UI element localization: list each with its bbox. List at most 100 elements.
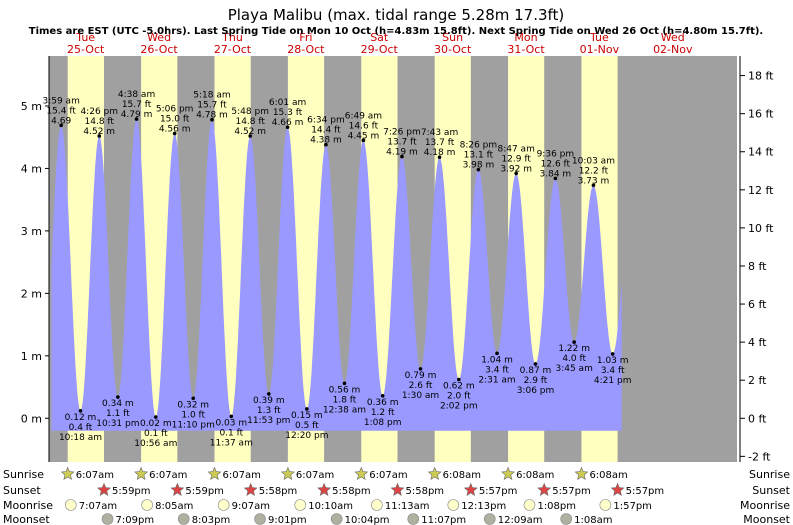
high-tide-meters: 4.18 m [424,148,456,158]
high-tide-time: 10:03 am [572,156,615,166]
high-tide-meters: 4.78 m [196,111,228,121]
low-tide-point [78,408,83,413]
moonset-time: 7:09pm [116,515,155,525]
sunrise-icon [134,466,149,480]
high-tide-feet: 15.3 ft [273,108,303,118]
moonset-icon [177,513,190,525]
low-tide-time: 2:02 pm [440,402,478,412]
low-tide-time: 4:21 pm [594,376,632,386]
moonset-icon [560,513,572,525]
sunrise-icon [280,466,295,480]
low-tide-point [533,362,538,366]
sunset-time: 5:58pm [405,486,444,497]
low-tide-point [418,367,423,371]
low-tide-feet: 0.4 ft [69,423,93,433]
high-tide-time: 7:43 am [421,128,458,138]
low-tide-meters: 0.36 m [367,398,399,408]
low-tide-meters: 0.87 m [520,366,552,376]
right-tick-label: 0 ft [748,412,767,425]
sunset-time: 5:59pm [185,486,224,497]
moonset-icon [330,513,343,525]
sunset-row-label-right: Sunset [752,484,790,497]
left-tick-label: 3 m [21,225,42,238]
high-tide-time: 4:38 am [118,90,155,100]
low-tide-time: 2:31 am [478,375,515,385]
moonrise-icon [599,499,612,511]
high-tide-point [591,183,596,188]
high-tide-feet: 13.1 ft [464,151,494,161]
low-tide-meters: 0.32 m [177,400,209,410]
day-date: 27-Oct [214,43,252,56]
low-tide-meters: 1.22 m [558,344,590,354]
sunset-time: 5:57pm [479,486,518,497]
sunset-icon [463,482,478,496]
low-tide-point [229,414,234,419]
low-tide-meters: 0.62 m [443,382,475,392]
moonset-icon [483,513,496,525]
low-tide-time: 12:20 pm [285,431,328,441]
moonrise-time: 8:05am [155,501,193,512]
low-tide-meters: 1.03 m [597,356,629,366]
low-tide-point [154,415,158,419]
high-tide-feet: 14.6 ft [349,121,379,131]
moonrise-icon [217,499,230,511]
left-tick-label: 0 m [21,412,42,425]
day-date: 02-Nov [653,43,693,56]
moonrise-time: 1:08pm [537,501,576,512]
right-tick-label: 16 ft [748,108,774,121]
day-date: 28-Oct [287,43,325,56]
sunset-icon [390,482,405,496]
sunrise-time: 6:08am [443,470,481,481]
moonrise-time: 1:57pm [613,501,652,512]
low-tide-feet: 2.9 ft [524,376,548,386]
low-tide-time: 3:06 pm [517,386,555,396]
high-tide-feet: 14.8 ft [235,117,265,127]
high-tide-feet: 15.0 ft [160,114,190,124]
right-axis: -2 ft 0 ft 2 ft 4 ft 6 ft 8 ft 10 ft 12 ft 14 ft… [739,56,774,463]
moonset-time: 10:04pm [345,515,390,525]
moonrise-icon [294,499,307,511]
high-tide-time: 6:01 am [269,98,306,108]
moonrise-icon [523,499,536,511]
day-date: 29-Oct [361,43,399,56]
right-tick-label: 6 ft [748,298,767,311]
sunset-time: 5:57pm [552,486,591,497]
moonset-time: 1:08am [574,515,612,525]
high-tide-time: 4:26 pm [80,107,118,117]
low-tide-feet: 2.6 ft [409,381,433,391]
sunrise-time: 6:08am [516,470,554,481]
moonset-icon [101,513,114,525]
sunset-icon [170,482,185,496]
moonrise-row-label-right: Moonrise [740,499,790,512]
high-tide-point [514,171,518,176]
day-date: 01-Nov [580,43,620,56]
high-tide-time: 6:49 am [345,111,382,121]
sunrise-time: 6:07am [369,470,407,481]
moonrise-icon [371,499,383,511]
right-tick-label: 12 ft [748,184,774,197]
left-tick-label: 1 m [21,350,42,363]
low-tide-point [116,395,120,399]
low-tide-point [380,393,385,398]
moonset-time: 12:09am [498,515,543,525]
high-tide-point [476,167,481,172]
low-tide-point [495,351,499,356]
moonset-icon [254,513,266,525]
right-tick-label: -2 ft [748,450,771,463]
low-tide-feet: 2.0 ft [447,392,471,402]
sunrise-icon [574,466,589,480]
sunrise-row-label-left: Sunrise [3,468,44,481]
right-tick-label: 4 ft [748,336,767,349]
right-tick-label: 2 ft [748,374,767,387]
high-tide-point [210,117,214,122]
high-tide-meters: 3.84 m [540,169,572,179]
left-axis: 0 m 1 m 2 m 3 m 4 m 5 m [21,56,50,462]
sunset-icon [243,482,258,496]
high-tide-point [172,131,177,136]
sunrise-time: 6:07am [222,470,260,481]
moonset-icon [407,513,420,525]
right-tick-label: 18 ft [748,70,774,83]
high-tide-meters: 3.92 m [500,164,532,174]
day-name: Tue [589,31,609,44]
